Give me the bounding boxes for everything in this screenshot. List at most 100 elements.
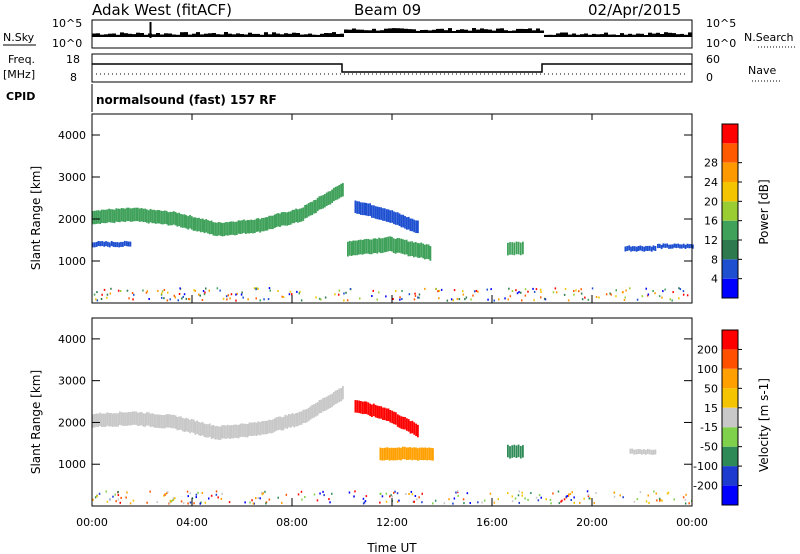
- noise-trace-bar: [648, 32, 652, 37]
- noise-trace: [92, 22, 692, 38]
- power-data-cell: [669, 244, 672, 249]
- velocity-speckle: [146, 501, 148, 504]
- cpid-mode: normalsound (fast) 157 RF: [96, 93, 277, 107]
- velocity-data-cell: [255, 422, 258, 436]
- velocity-speckle: [455, 491, 457, 494]
- velocity-speckle: [285, 493, 288, 496]
- power-data-cell: [645, 245, 647, 251]
- power-speckle: [584, 296, 586, 299]
- noise-trace-bar: [316, 34, 320, 37]
- power-data-cell: [149, 208, 152, 223]
- power-data-cell: [147, 210, 150, 224]
- power-data-cell: [380, 207, 382, 220]
- noise-trace-bar: [388, 28, 392, 33]
- velocity-data-cell: [360, 401, 362, 414]
- velocity-colorbar-swatch: [722, 427, 738, 447]
- power-data-cell: [396, 238, 399, 253]
- velocity-data-cell: [217, 426, 220, 440]
- power-data-cell: [156, 210, 159, 224]
- power-data-cell: [374, 238, 377, 253]
- velocity-data-cell: [422, 447, 425, 461]
- velocity-speckle: [106, 500, 109, 503]
- power-data-cell: [293, 209, 296, 224]
- power-data-cell: [99, 241, 102, 247]
- velocity-data-cell: [154, 414, 157, 428]
- velocity-speckle: [210, 494, 213, 497]
- velocity-speckle: [685, 493, 687, 496]
- power-data-cell: [402, 239, 404, 254]
- velocity-data-cell: [219, 426, 222, 440]
- velocity-speckle: [125, 496, 127, 499]
- velocity-data-cell: [302, 409, 305, 424]
- velocity-data-cell: [300, 411, 303, 425]
- noise-trace-bar: [424, 29, 428, 33]
- power-data-cell: [358, 201, 360, 214]
- power-speckle: [555, 291, 558, 294]
- velocity-data-cell: [409, 421, 412, 434]
- power-data-cell: [289, 211, 292, 225]
- velocity-data-cell: [411, 420, 414, 434]
- velocity-speckle: [661, 499, 663, 502]
- power-data-cell: [196, 218, 199, 232]
- power-speckle: [647, 293, 650, 296]
- noise-trace-bar: [164, 33, 168, 37]
- velocity-data-cell: [189, 419, 191, 434]
- velocity-data-cell: [639, 449, 641, 454]
- velocity-colorbar-swatch: [722, 388, 738, 408]
- power-data-cell: [210, 220, 213, 234]
- velocity-colorbar: 200 100 50 15 -15 -50 -100 -200: [693, 329, 742, 506]
- power-panel: 1000 2000 3000 4000: [58, 113, 694, 304]
- power-data-cell: [257, 218, 260, 232]
- velocity-colorbar-tick-label: -50: [700, 441, 718, 454]
- velocity-data-cell: [413, 447, 416, 460]
- noise-trace-bar: [464, 29, 468, 33]
- power-data-cell: [275, 213, 278, 228]
- power-data-cell: [675, 243, 678, 249]
- time-xtick-label: 12:00: [376, 516, 408, 529]
- noise-trace-bar: [456, 29, 460, 33]
- noise-trace-bar: [232, 34, 236, 37]
- power-speckle: [654, 292, 656, 295]
- velocity-speckle: [684, 502, 687, 505]
- power-speckle: [128, 297, 130, 300]
- power-data-cell: [370, 239, 373, 255]
- power-data-cell: [333, 187, 335, 202]
- noise-trace-bar: [408, 29, 412, 33]
- power-speckle: [208, 289, 210, 292]
- power-data-cell: [385, 237, 388, 252]
- velocity-data-cell: [517, 444, 520, 458]
- nave-label: Nave: [748, 64, 776, 77]
- power-speckle: [296, 290, 298, 293]
- velocity-data-cell: [237, 424, 240, 439]
- velocity-data-cell: [298, 411, 301, 426]
- power-speckle: [664, 288, 666, 291]
- velocity-speckle: [390, 494, 392, 497]
- power-data-cell: [306, 204, 308, 218]
- power-data-cell: [243, 219, 245, 233]
- velocity-speckle: [619, 494, 621, 497]
- power-data-cell: [690, 244, 692, 249]
- velocity-data-cell: [135, 411, 137, 425]
- noise-trace-bar: [220, 34, 224, 37]
- velocity-data-cell: [244, 423, 247, 438]
- power-speckle: [440, 288, 443, 291]
- velocity-data-cell: [396, 414, 399, 427]
- power-colorbar-tick-label: 8: [711, 253, 718, 266]
- power-data-cell: [153, 209, 155, 224]
- power-speckle: [148, 298, 150, 300]
- velocity-data-cell: [275, 417, 278, 431]
- power-data-cell: [286, 212, 288, 226]
- power-speckle: [338, 293, 340, 296]
- velocity-data-cell: [203, 423, 206, 437]
- velocity-data-cell: [646, 448, 649, 454]
- velocity-data-cell: [361, 401, 364, 415]
- power-speckle: [338, 289, 341, 292]
- power-speckle: [202, 290, 205, 293]
- velocity-data-cell: [394, 447, 397, 461]
- velocity-ytick-label: 1000: [58, 458, 86, 471]
- power-data-cell: [259, 219, 262, 233]
- power-speckle: [241, 291, 243, 294]
- power-speckle: [567, 299, 570, 302]
- noise-trace-bar: [268, 34, 272, 37]
- velocity-data-cell: [153, 414, 155, 428]
